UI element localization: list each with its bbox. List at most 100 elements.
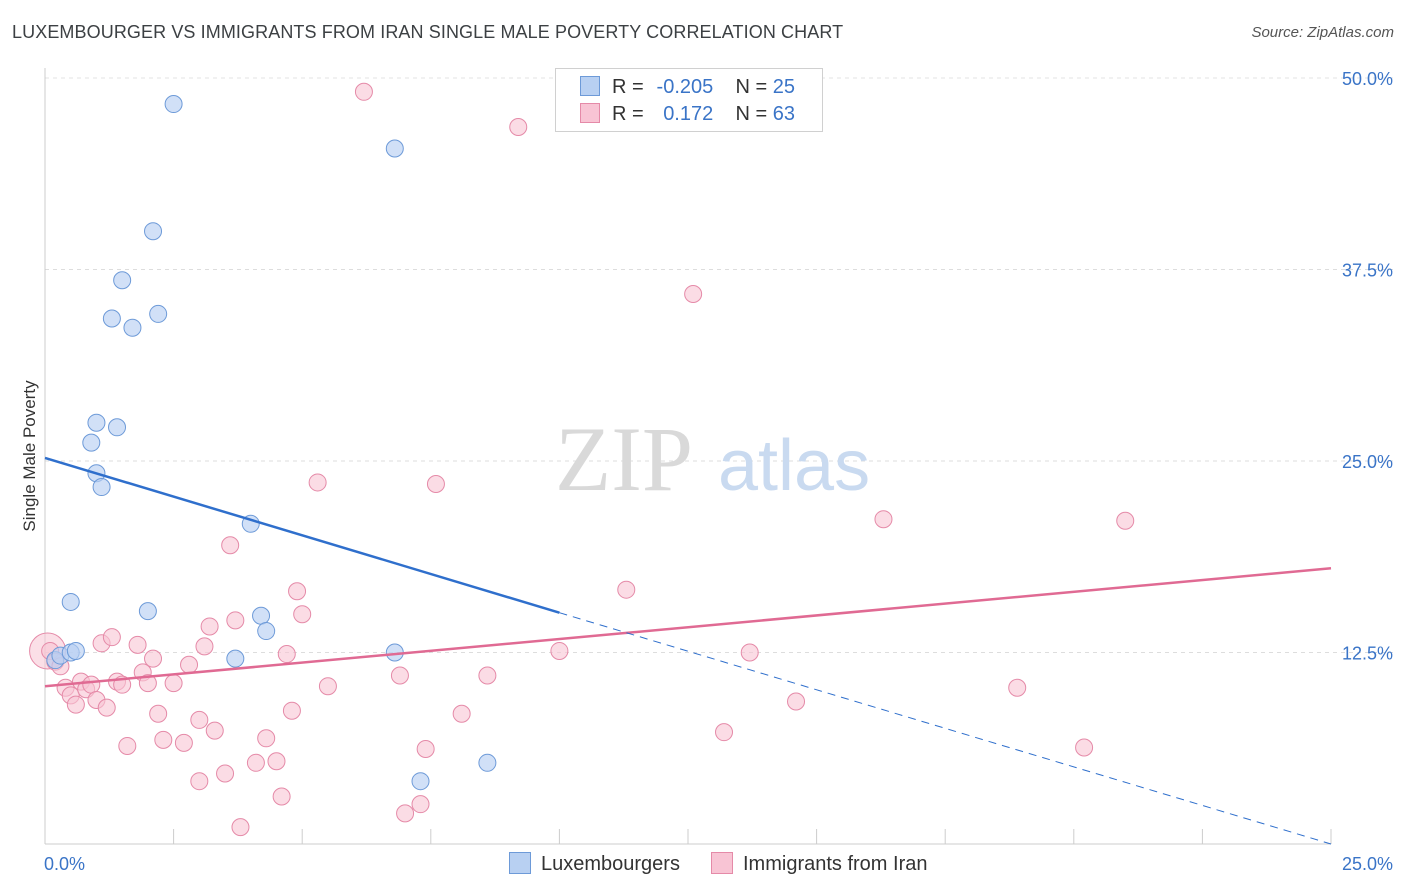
data-point-luxembourgers <box>87 413 106 432</box>
legend-swatch-pink <box>580 103 600 123</box>
data-point-luxembourgers <box>252 606 271 625</box>
data-point-luxembourgers <box>164 95 183 114</box>
series-iran-points <box>29 82 1135 837</box>
data-point-luxembourgers <box>66 641 85 660</box>
tick-labels: 12.5% 25.0% 37.5% 50.0% 0.0% 25.0% <box>44 69 1393 874</box>
legend-n-value: 25 <box>772 76 795 98</box>
legend-row-luxembourgers: R = -0.205 N = 25 <box>580 75 795 99</box>
watermark-zip: ZIP <box>555 408 693 510</box>
data-point-iran <box>226 611 245 630</box>
data-point-iran <box>1008 678 1027 697</box>
trend-line-luxembourgers <box>44 456 560 614</box>
bottom-legend-luxembourgers: Luxembourgers <box>509 852 680 876</box>
data-point-iran <box>154 730 173 749</box>
data-point-luxembourgers <box>108 418 127 437</box>
watermark: ZIP atlas <box>555 408 870 510</box>
data-point-luxembourgers <box>149 304 168 323</box>
data-point-iran <box>128 635 147 654</box>
series-luxembourgers-points <box>46 95 497 791</box>
data-point-luxembourgers <box>411 772 430 791</box>
gridlines <box>45 77 1395 653</box>
data-point-iran <box>200 617 219 636</box>
data-point-iran <box>195 637 214 656</box>
data-point-iran <box>354 82 373 101</box>
data-point-iran <box>1075 738 1094 757</box>
data-point-iran <box>416 740 435 759</box>
data-point-iran <box>180 655 199 674</box>
data-point-iran <box>396 804 415 823</box>
legend-r-value: 0.172 <box>663 103 714 125</box>
data-point-iran <box>715 723 734 742</box>
data-point-iran <box>452 704 471 723</box>
data-point-iran <box>97 698 116 717</box>
data-point-iran <box>257 729 276 748</box>
data-point-luxembourgers <box>144 222 163 241</box>
y-tick-label: 50.0% <box>1342 69 1393 89</box>
data-point-luxembourgers <box>61 592 80 611</box>
data-point-luxembourgers <box>257 622 276 641</box>
data-point-iran <box>740 643 759 662</box>
data-point-iran <box>174 733 193 752</box>
legend-r-label: R = <box>612 76 644 98</box>
data-point-iran <box>66 695 85 714</box>
data-point-iran <box>478 666 497 685</box>
legend-n-label: N = <box>735 103 768 125</box>
data-point-iran <box>390 666 409 685</box>
trend-lines <box>44 456 1332 845</box>
data-point-iran <box>102 628 121 647</box>
data-point-luxembourgers <box>226 649 245 668</box>
data-point-iran <box>82 675 101 694</box>
legend-n-label: N = <box>735 76 768 98</box>
data-point-iran <box>118 736 137 755</box>
watermark-atlas: atlas <box>718 426 870 506</box>
data-point-iran <box>246 753 265 772</box>
data-point-luxembourgers <box>102 309 121 328</box>
data-point-luxembourgers <box>92 478 111 497</box>
data-point-iran <box>288 582 307 601</box>
data-point-iran <box>550 641 569 660</box>
chart-title: LUXEMBOURGER VS IMMIGRANTS FROM IRAN SIN… <box>12 22 844 42</box>
data-point-iran <box>293 605 312 624</box>
data-point-iran <box>282 701 301 720</box>
trend-line-luxembourgers-extension <box>559 612 1332 845</box>
x-tick-label: 25.0% <box>1342 854 1393 874</box>
data-point-iran <box>164 674 183 693</box>
x-tick-label: 0.0% <box>44 854 85 874</box>
data-point-iran <box>144 649 163 668</box>
data-point-iran <box>267 752 286 771</box>
data-point-iran <box>874 510 893 529</box>
data-point-iran <box>277 645 296 664</box>
data-point-iran <box>617 580 636 599</box>
data-point-iran <box>684 285 703 304</box>
data-point-luxembourgers <box>113 271 132 290</box>
data-point-iran <box>272 787 291 806</box>
trend-line-iran <box>44 566 1332 688</box>
data-point-luxembourgers <box>82 433 101 452</box>
data-point-luxembourgers <box>138 602 157 621</box>
legend-r-value: -0.205 <box>656 76 714 98</box>
data-point-iran <box>308 473 327 492</box>
y-tick-label: 25.0% <box>1342 452 1393 472</box>
bottom-legend-label: Luxembourgers <box>541 853 680 875</box>
correlation-legend: R = -0.205 N = 25 R = 0.172 N = 63 <box>555 68 823 132</box>
axes <box>44 68 1332 845</box>
data-point-luxembourgers <box>478 753 497 772</box>
legend-n-value: 63 <box>772 103 795 125</box>
data-point-luxembourgers <box>385 139 404 158</box>
source-label: Source: ZipAtlas.com <box>1251 24 1394 41</box>
data-point-iran <box>138 674 157 693</box>
bottom-legend-label: Immigrants from Iran <box>743 853 928 875</box>
data-point-iran <box>190 710 209 729</box>
bottom-legend-swatch-blue <box>509 852 531 874</box>
y-tick-label: 12.5% <box>1342 644 1393 664</box>
data-point-iran <box>318 677 337 696</box>
legend-row-iran: R = 0.172 N = 63 <box>580 102 795 126</box>
data-point-iran <box>509 118 528 137</box>
data-point-luxembourgers <box>123 318 142 337</box>
y-axis-label: Single Male Poverty <box>20 380 39 532</box>
data-point-iran <box>190 772 209 791</box>
data-point-iran <box>426 474 445 493</box>
data-point-iran <box>221 536 240 555</box>
bottom-legend-swatch-pink <box>711 852 733 874</box>
